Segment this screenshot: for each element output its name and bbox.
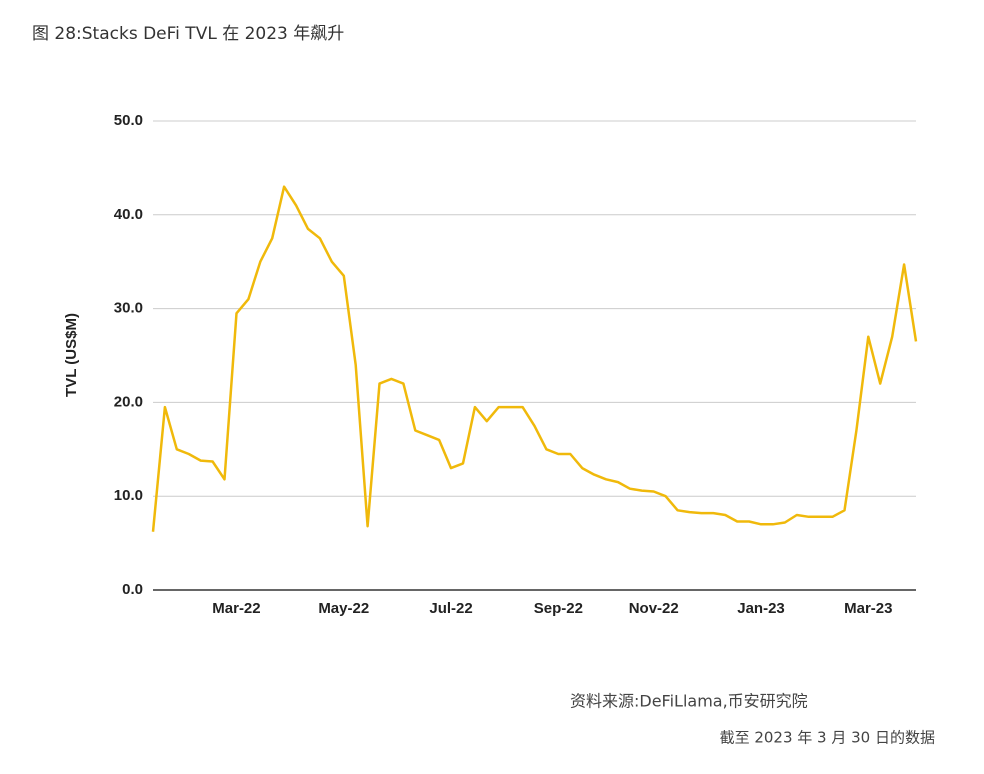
x-tick-label: Mar-23 — [844, 600, 892, 617]
x-tick-label: Sep-22 — [534, 600, 583, 617]
y-axis-title: TVL (US$M) — [63, 313, 80, 397]
x-tick-label: Mar-22 — [212, 600, 260, 617]
y-tick-label: 40.0 — [114, 206, 143, 223]
x-tick-label: Jul-22 — [429, 600, 472, 617]
y-tick-label: 10.0 — [114, 487, 143, 504]
chart-title: 图 28:Stacks DeFi TVL 在 2023 年飙升 — [32, 24, 344, 44]
x-tick-label: Nov-22 — [629, 600, 679, 617]
date-note: 截至 2023 年 3 月 30 日的数据 — [720, 729, 935, 747]
x-tick-label: May-22 — [318, 600, 369, 617]
y-tick-label: 0.0 — [122, 581, 143, 598]
line — [151, 185, 918, 532]
x-tick-label: Jan-23 — [737, 600, 785, 617]
source: 资料来源:DeFiLlama,币安研究院 — [570, 692, 808, 711]
y-tick-label: 30.0 — [114, 300, 143, 317]
y-tick-label: 20.0 — [114, 393, 143, 410]
y-tick-label: 50.0 — [114, 112, 143, 129]
